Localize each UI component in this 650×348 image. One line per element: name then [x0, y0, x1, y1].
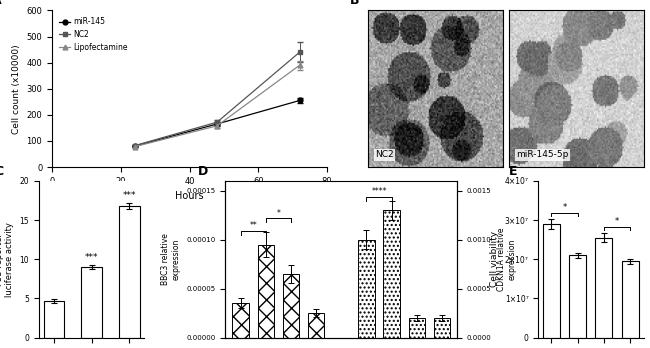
Bar	[81, 267, 102, 338]
Bar	[232, 303, 249, 338]
Text: A: A	[0, 0, 1, 7]
Bar	[434, 318, 450, 338]
Text: E: E	[509, 165, 517, 178]
Text: C: C	[0, 165, 4, 178]
Bar	[358, 240, 374, 338]
Text: miR-145-5p: miR-145-5p	[516, 150, 568, 159]
Y-axis label: CDKN1A relative
expression: CDKN1A relative expression	[497, 228, 517, 291]
Text: ***: ***	[122, 191, 136, 200]
Text: NC2: NC2	[375, 150, 394, 159]
Text: *: *	[615, 217, 619, 226]
Bar	[308, 313, 324, 338]
Text: *: *	[562, 203, 567, 212]
Bar	[621, 261, 639, 338]
Y-axis label: Cell count (x10000): Cell count (x10000)	[12, 44, 21, 134]
Text: **: **	[249, 221, 257, 230]
Legend: miR-145, NC2, Lipofectamine: miR-145, NC2, Lipofectamine	[56, 14, 131, 55]
Bar	[543, 224, 560, 338]
Bar	[44, 301, 64, 338]
Text: ****: ****	[371, 187, 387, 196]
Y-axis label: BBC3 relative
expression: BBC3 relative expression	[161, 233, 181, 285]
Y-axis label: P53 reporter
luciferase activity: P53 reporter luciferase activity	[0, 222, 14, 297]
Bar	[257, 245, 274, 338]
Text: ***: ***	[85, 253, 98, 262]
Bar	[595, 238, 612, 338]
Text: B: B	[350, 0, 359, 7]
Y-axis label: Cell viability: Cell viability	[490, 231, 499, 287]
Text: *: *	[276, 209, 280, 218]
Bar	[283, 274, 299, 338]
Bar	[409, 318, 425, 338]
Text: D: D	[198, 165, 208, 178]
Bar	[119, 206, 140, 338]
Bar	[384, 210, 400, 338]
X-axis label: Hours: Hours	[176, 191, 204, 201]
Bar	[569, 255, 586, 338]
